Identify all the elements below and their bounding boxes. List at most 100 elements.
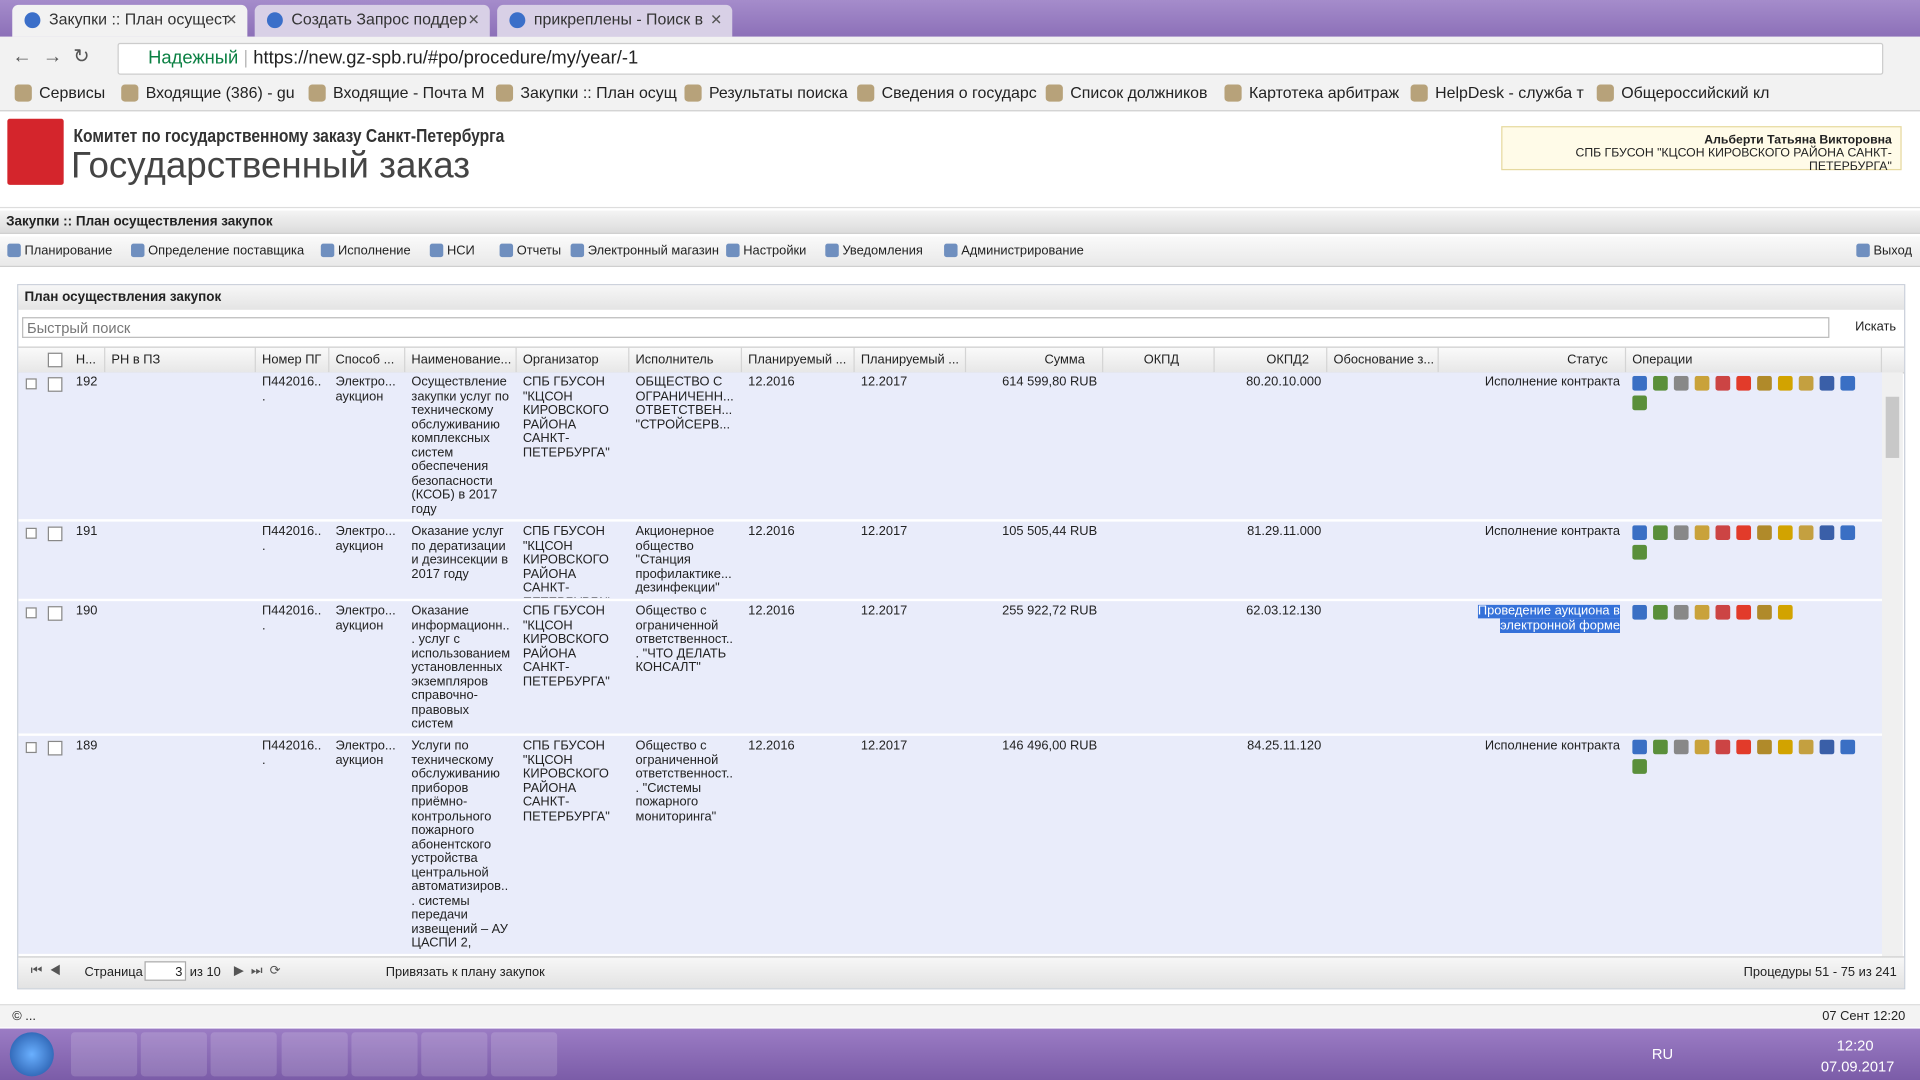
operation-icon[interactable]	[1632, 604, 1647, 620]
expand-toggle[interactable]	[25, 742, 37, 754]
browser-tab[interactable]: прикреплены - Поиск в	[497, 4, 733, 37]
column-header[interactable]: Планируемый ...	[855, 347, 967, 373]
bookmark[interactable]: HelpDesk - служба т	[1408, 83, 1584, 102]
logout[interactable]: Выход	[1856, 243, 1912, 258]
operation-icon[interactable]	[1757, 525, 1772, 541]
operation-icon[interactable]	[1819, 525, 1835, 541]
clock-date[interactable]: 07.09.2017	[1820, 1057, 1895, 1076]
column-header[interactable]: ОКПД2	[1215, 347, 1328, 373]
operation-icon[interactable]	[1673, 375, 1689, 391]
column-header[interactable]: Операции	[1626, 347, 1883, 373]
column-header[interactable]: Наименование...	[405, 347, 517, 373]
operation-icon[interactable]	[1777, 604, 1793, 620]
operation-icon[interactable]	[1736, 604, 1752, 620]
operation-icon[interactable]	[1798, 375, 1814, 391]
row-checkbox[interactable]	[47, 377, 63, 392]
taskbar-app[interactable]	[281, 1032, 348, 1077]
menu-item[interactable]: Настройки	[726, 243, 806, 258]
menu-item[interactable]: Администрирование	[944, 243, 1084, 258]
start-button[interactable]	[9, 1032, 54, 1077]
table-row[interactable]: 191 П442016... Электро... аукцион Оказание …	[18, 521, 1883, 602]
taskbar-app[interactable]	[351, 1032, 418, 1077]
bookmark[interactable]: Картотека арбитраж	[1222, 83, 1399, 102]
row-checkbox[interactable]	[47, 526, 63, 542]
operation-icon[interactable]	[1632, 394, 1647, 410]
menu-item[interactable]: Отчеты	[499, 243, 561, 258]
row-checkbox[interactable]	[47, 740, 63, 756]
operation-icon[interactable]	[1715, 525, 1731, 541]
column-header[interactable]: Статус	[1439, 347, 1627, 373]
clock-time[interactable]: 12:20	[1836, 1037, 1874, 1055]
operation-icon[interactable]	[1694, 739, 1710, 755]
header-checkbox[interactable]	[47, 352, 63, 368]
column-header[interactable]: Организатор	[517, 347, 630, 373]
pager-nav-next[interactable]: ▶ ⏭ ⟳	[233, 963, 281, 979]
column-header[interactable]: Н...	[70, 347, 106, 373]
expand-toggle[interactable]	[25, 527, 37, 539]
operation-icon[interactable]	[1757, 375, 1772, 391]
column-header[interactable]: Способ ...	[329, 347, 406, 373]
column-header[interactable]: Сумма	[966, 347, 1104, 373]
url-field[interactable]: Надежный | https://new.gz-spb.ru/#po/pro…	[117, 42, 1884, 75]
operation-icon[interactable]	[1632, 375, 1647, 391]
operation-icon[interactable]	[1777, 739, 1793, 755]
operation-icon[interactable]	[1798, 525, 1814, 541]
language[interactable]: RU	[1651, 1045, 1674, 1063]
operation-icon[interactable]	[1632, 544, 1647, 559]
menu-item[interactable]: Уведомления	[825, 243, 923, 258]
operation-icon[interactable]	[1673, 525, 1689, 541]
browser-tab[interactable]: Создать Запрос поддер	[254, 4, 490, 37]
search-input[interactable]: Быстрый поиск	[22, 317, 1830, 338]
taskbar-app[interactable]	[491, 1032, 558, 1077]
operation-icon[interactable]	[1632, 758, 1647, 774]
nav-buttons[interactable]: ← → ↻	[12, 46, 90, 68]
operation-icon[interactable]	[1736, 375, 1752, 391]
operation-icon[interactable]	[1694, 604, 1710, 620]
operation-icon[interactable]	[1840, 525, 1856, 541]
operation-icon[interactable]	[1653, 739, 1668, 755]
row-checkbox[interactable]	[47, 606, 63, 621]
operation-icon[interactable]	[1694, 525, 1710, 541]
expand-toggle[interactable]	[25, 607, 37, 619]
operation-icon[interactable]	[1653, 525, 1668, 541]
taskbar-app[interactable]	[421, 1032, 488, 1077]
operation-icon[interactable]	[1840, 739, 1856, 755]
bookmark[interactable]: Закупки :: План осущ	[493, 83, 677, 102]
column-header[interactable]: РН в ПЗ	[105, 347, 256, 373]
column-header[interactable]: Исполнитель	[629, 347, 743, 373]
operation-icon[interactable]	[1798, 739, 1814, 755]
operation-icon[interactable]	[1653, 375, 1668, 391]
user-box[interactable]: Альберти Татьяна Викторовна СПБ ГБУСОН "…	[1501, 126, 1902, 174]
operation-icon[interactable]	[1715, 739, 1731, 755]
operation-icon[interactable]	[1736, 525, 1752, 541]
operation-icon[interactable]	[1777, 525, 1793, 541]
browser-tab[interactable]: Закупки :: План осущест	[12, 4, 248, 37]
menu-item[interactable]: Исполнение	[320, 243, 411, 258]
bookmark[interactable]: Общероссийский кл	[1594, 83, 1769, 102]
bookmark[interactable]: Входящие (386) - gu	[119, 83, 295, 102]
menu-item[interactable]: Определение поставщика	[131, 243, 304, 258]
operation-icon[interactable]	[1673, 604, 1689, 620]
column-header[interactable]: Планируемый ...	[742, 347, 855, 373]
operation-icon[interactable]	[1694, 375, 1710, 391]
operation-icon[interactable]	[1715, 604, 1731, 620]
operation-icon[interactable]	[1840, 375, 1856, 391]
operation-icon[interactable]	[1715, 375, 1731, 391]
bookmark[interactable]: Входящие - Почта М	[306, 83, 485, 102]
column-header[interactable]: Номер ПГ	[256, 347, 330, 373]
bookmark[interactable]: Результаты поиска	[682, 83, 848, 102]
table-row[interactable]: 189 П442016... Электро... аукцион Услуги по…	[18, 735, 1883, 957]
operation-icon[interactable]	[1819, 375, 1835, 391]
operation-icon[interactable]	[1736, 739, 1752, 755]
column-header[interactable]: Обоснование з...	[1327, 347, 1439, 373]
taskbar-app[interactable]	[210, 1032, 277, 1077]
search-button[interactable]: Искать	[1855, 319, 1897, 335]
taskbar-app[interactable]	[140, 1032, 207, 1077]
column-header[interactable]: ОКПД	[1103, 347, 1215, 373]
taskbar-app[interactable]	[71, 1032, 138, 1077]
pager-nav[interactable]: ⏮ ◀	[30, 963, 61, 979]
expand-toggle[interactable]	[25, 378, 37, 390]
operation-icon[interactable]	[1757, 739, 1772, 755]
operation-icon[interactable]	[1632, 739, 1647, 755]
table-row[interactable]: 190 П442016... Электро... аукцион Оказание …	[18, 601, 1883, 736]
